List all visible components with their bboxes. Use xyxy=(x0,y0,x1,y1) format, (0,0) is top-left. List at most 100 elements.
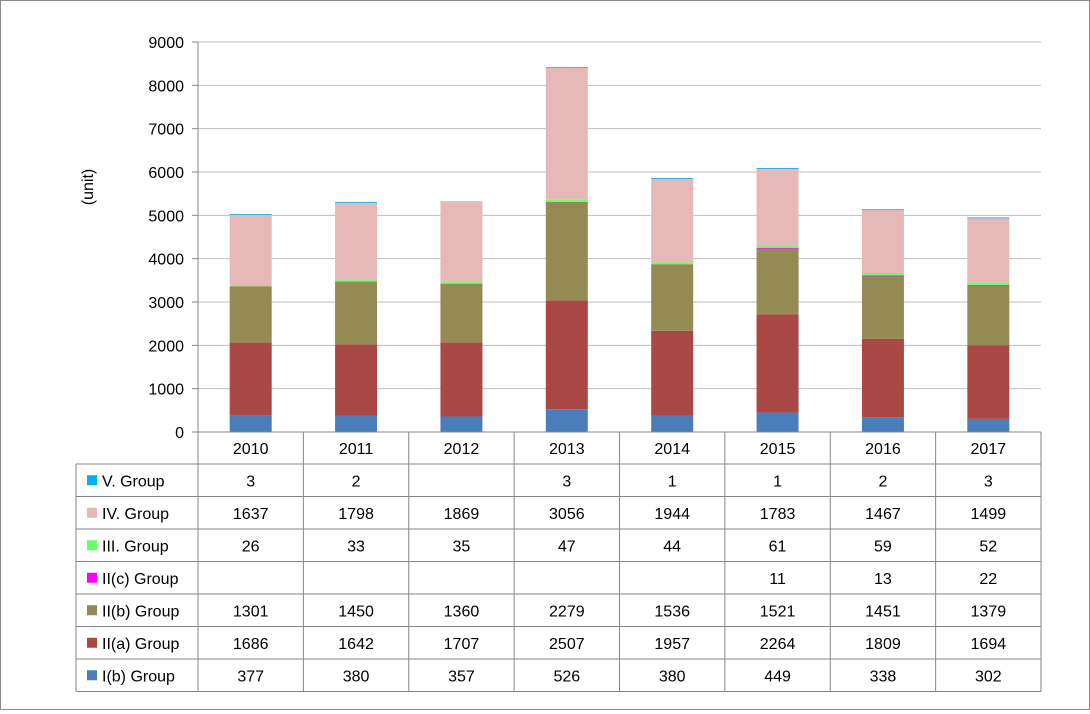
bar-segment xyxy=(651,262,694,265)
data-label: 1499 xyxy=(971,506,1007,523)
bar-segment xyxy=(335,344,378,416)
data-label: 22 xyxy=(979,571,997,588)
data-table: 2010 2011 2012 2013 2014 2015 2016 2017 V. Group… xyxy=(75,431,1042,692)
data-label: 2 xyxy=(352,473,361,490)
legend-label: II(a) Group xyxy=(102,636,179,653)
y-tick-label: 3000 xyxy=(148,295,184,312)
bar-segment xyxy=(440,342,483,417)
bar-segment xyxy=(651,264,694,331)
bar-segment xyxy=(335,281,378,345)
data-label: 1 xyxy=(668,473,677,490)
x-category-label: 2010 xyxy=(233,441,269,458)
data-label: 3 xyxy=(562,473,571,490)
legend-swatch xyxy=(87,605,97,616)
data-label: 1686 xyxy=(233,636,269,653)
data-label: 1694 xyxy=(971,636,1007,653)
data-label: 1450 xyxy=(338,603,374,620)
y-tick-label: 4000 xyxy=(148,252,184,269)
x-category-label: 2014 xyxy=(654,441,690,458)
legend-swatch xyxy=(87,572,97,583)
data-label: 338 xyxy=(870,668,897,685)
x-category-label: 2016 xyxy=(865,441,901,458)
y-tick-label: 7000 xyxy=(148,122,184,139)
data-label: 3 xyxy=(984,473,993,490)
legend-label: V. Group xyxy=(102,473,165,490)
data-label: 33 xyxy=(347,538,365,555)
data-label: 1637 xyxy=(233,506,269,523)
bar-segment xyxy=(861,209,904,211)
x-category-label: 2017 xyxy=(971,441,1007,458)
bar-segment xyxy=(229,342,272,416)
data-label: 61 xyxy=(769,538,787,555)
bar-segment xyxy=(545,67,588,69)
bar-segment xyxy=(335,202,378,281)
legend-swatch xyxy=(87,507,97,518)
y-tick-label: 6000 xyxy=(148,165,184,182)
data-label: 2264 xyxy=(760,636,796,653)
data-label: 1521 xyxy=(760,603,796,620)
y-axis: 0 1000 2000 3000 4000 5000 6000 7000 8000 9000 xyxy=(148,35,199,442)
data-label: 52 xyxy=(979,538,997,555)
bar-segment xyxy=(756,168,799,169)
data-label: 2 xyxy=(878,473,887,490)
legend-label: III. Group xyxy=(102,538,169,555)
bar-segment xyxy=(229,285,272,287)
bar-segment xyxy=(756,248,799,315)
legend-swatch xyxy=(87,475,97,486)
bar-segment xyxy=(756,314,799,413)
data-label: 1536 xyxy=(654,603,690,620)
bar-segment xyxy=(756,412,799,432)
data-label: 3 xyxy=(246,473,255,490)
bar-segment xyxy=(229,415,272,432)
bar-segment xyxy=(651,330,694,416)
bar-segment xyxy=(335,415,378,432)
data-label: 1957 xyxy=(654,636,690,653)
data-label: 1379 xyxy=(971,603,1007,620)
bar-segment xyxy=(229,214,272,286)
data-label: 449 xyxy=(764,668,791,685)
data-label: 44 xyxy=(663,538,681,555)
legend-label: I(b) Group xyxy=(102,668,175,685)
bar-segment xyxy=(545,199,588,202)
data-label: 302 xyxy=(975,668,1002,685)
bar-segment xyxy=(756,168,799,246)
bar-segment xyxy=(861,417,904,432)
data-label: 380 xyxy=(659,668,686,685)
bar-segment xyxy=(335,280,378,282)
bar-segment xyxy=(545,300,588,410)
data-label: 1467 xyxy=(865,506,901,523)
bar-segment xyxy=(861,272,904,276)
data-label: 1809 xyxy=(865,636,901,653)
data-label: 526 xyxy=(553,668,580,685)
bar-segment xyxy=(861,209,904,273)
x-category-label: 2011 xyxy=(339,441,374,458)
legend-swatch xyxy=(87,670,97,681)
bar-segment xyxy=(651,178,694,263)
bar-segment xyxy=(440,201,483,283)
y-tick-label: 2000 xyxy=(148,338,184,355)
x-category-label: 2015 xyxy=(760,441,796,458)
legend-swatch xyxy=(87,637,97,648)
legend-swatch xyxy=(87,540,97,551)
bar-segment xyxy=(440,416,483,432)
data-label: 1783 xyxy=(760,506,796,523)
data-label: 377 xyxy=(237,668,264,685)
bar-segment xyxy=(861,276,904,339)
bar-segment xyxy=(861,275,904,277)
bar-segment xyxy=(545,67,588,200)
bar-segment xyxy=(545,201,588,301)
y-axis-label: (unit) xyxy=(80,169,97,205)
data-label: 1798 xyxy=(338,506,374,523)
bar-segment xyxy=(335,202,378,203)
x-category-label: 2013 xyxy=(549,441,585,458)
bar-segment xyxy=(651,415,694,432)
data-label: 11 xyxy=(769,571,786,588)
data-label: 1642 xyxy=(338,636,374,653)
bar-segment xyxy=(756,245,799,249)
y-tick-label: 0 xyxy=(175,425,184,442)
bar-segment xyxy=(967,282,1010,285)
bar-segment xyxy=(967,217,1010,219)
data-label: 2507 xyxy=(549,636,585,653)
